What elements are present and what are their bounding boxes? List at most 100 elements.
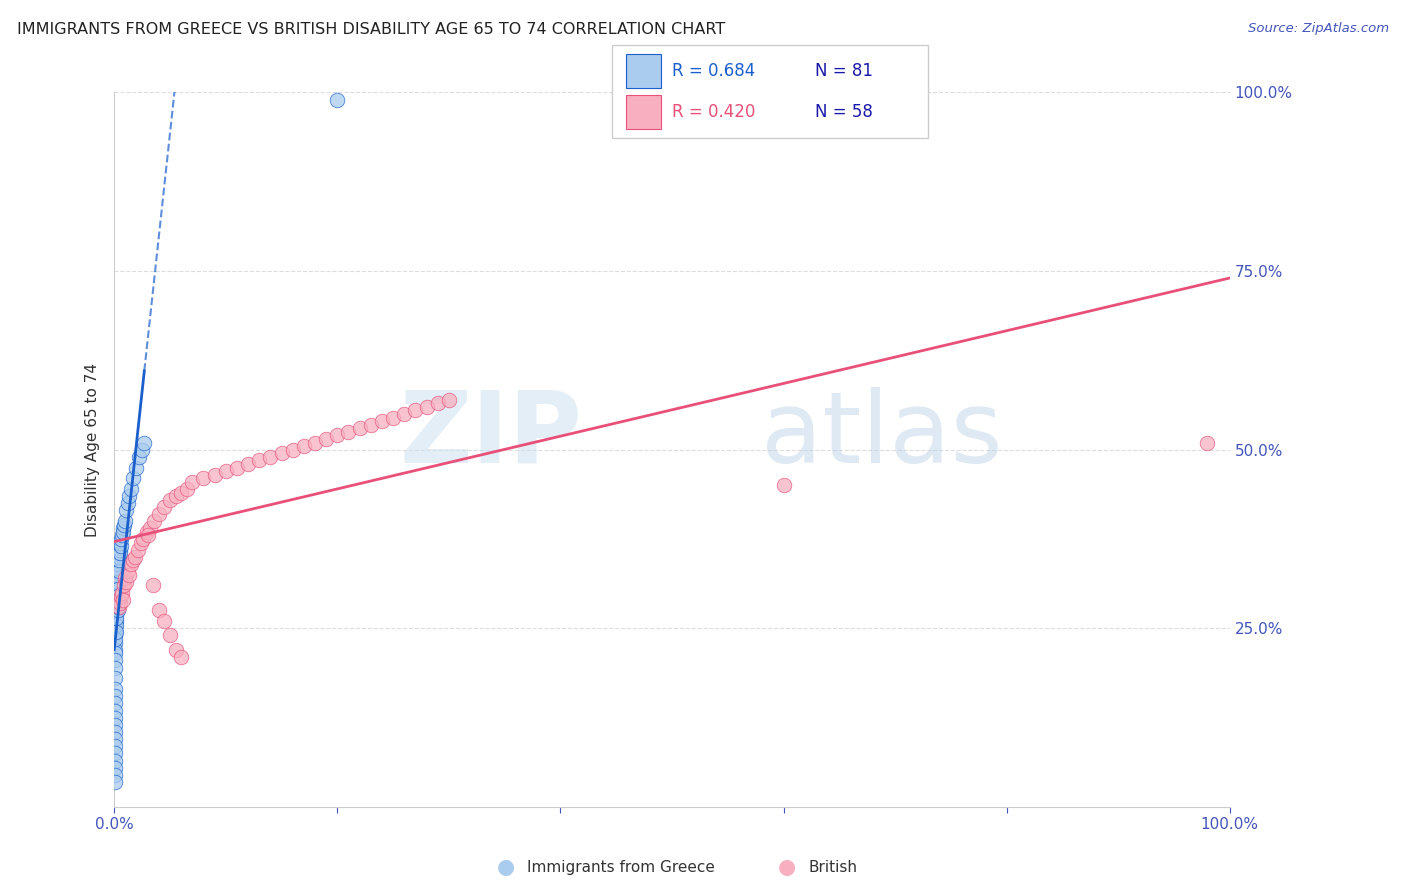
Point [148,603,170,617]
Point [281,442,304,457]
Point [111,585,134,599]
Point [107,564,129,578]
Point [165,489,187,503]
Point [104,671,127,685]
Text: atlas: atlas [761,387,1002,483]
Point [127,542,149,557]
Point [104,624,127,639]
Point [107,574,129,589]
Point [108,542,131,557]
Point [304,435,326,450]
Point [108,546,131,560]
Point [112,524,135,539]
Point [204,467,226,482]
Point [105,567,128,582]
Point [104,610,127,624]
Point [104,732,127,747]
Text: ●: ● [498,857,515,877]
Point [105,603,128,617]
Point [104,690,127,704]
Point [153,614,176,628]
Point [112,521,135,535]
Point [104,589,127,603]
Point [104,704,127,718]
Point [104,642,127,657]
Point [112,517,135,532]
Point [170,649,193,664]
Point [139,521,162,535]
Point [135,524,157,539]
Point [104,578,127,592]
Point [394,407,416,421]
Point [104,628,127,642]
Point [107,589,129,603]
Point [193,471,215,485]
Point [107,603,129,617]
Text: ZIP: ZIP [399,387,582,483]
Point [136,528,159,542]
Point [134,435,156,450]
Point [107,557,129,571]
Point [148,507,170,521]
Point [124,549,146,564]
Point [132,532,155,546]
Point [104,725,127,739]
Point [129,535,152,549]
Point [315,432,337,446]
Point [107,553,129,567]
Point [259,450,281,464]
Point [114,571,136,585]
Point [105,582,128,596]
Point [107,599,129,614]
Text: N = 81: N = 81 [815,62,873,79]
Point [105,607,128,621]
Point [104,592,127,607]
Point [115,574,138,589]
Point [360,417,382,432]
Point [104,768,127,782]
Point [105,596,128,610]
Point [1197,435,1219,450]
Point [104,775,127,789]
Point [104,603,127,617]
Point [143,514,166,528]
Point [117,496,139,510]
Point [371,414,394,428]
Point [104,614,127,628]
Point [104,660,127,674]
Point [110,539,132,553]
Point [104,682,127,697]
Point [122,471,145,485]
Point [120,557,142,571]
Point [104,653,127,667]
Point [104,718,127,732]
Point [104,646,127,660]
Point [114,514,136,528]
Point [153,500,176,514]
Point [225,460,247,475]
Point [437,392,460,407]
Point [104,747,127,761]
Point [181,475,204,489]
Point [105,589,128,603]
Point [117,564,139,578]
Point [337,425,360,439]
Point [215,464,238,478]
Point [108,535,131,549]
Point [105,610,128,624]
Point [104,754,127,768]
Point [115,503,138,517]
Point [165,642,187,657]
Point [105,624,128,639]
Text: British: British [808,860,858,874]
Text: Source: ZipAtlas.com: Source: ZipAtlas.com [1249,22,1389,36]
Point [292,439,315,453]
Point [110,532,132,546]
Point [131,442,153,457]
Point [104,697,127,711]
Point [128,450,150,464]
Point [104,761,127,775]
Point [104,621,127,635]
Point [110,589,132,603]
Point [326,93,349,107]
